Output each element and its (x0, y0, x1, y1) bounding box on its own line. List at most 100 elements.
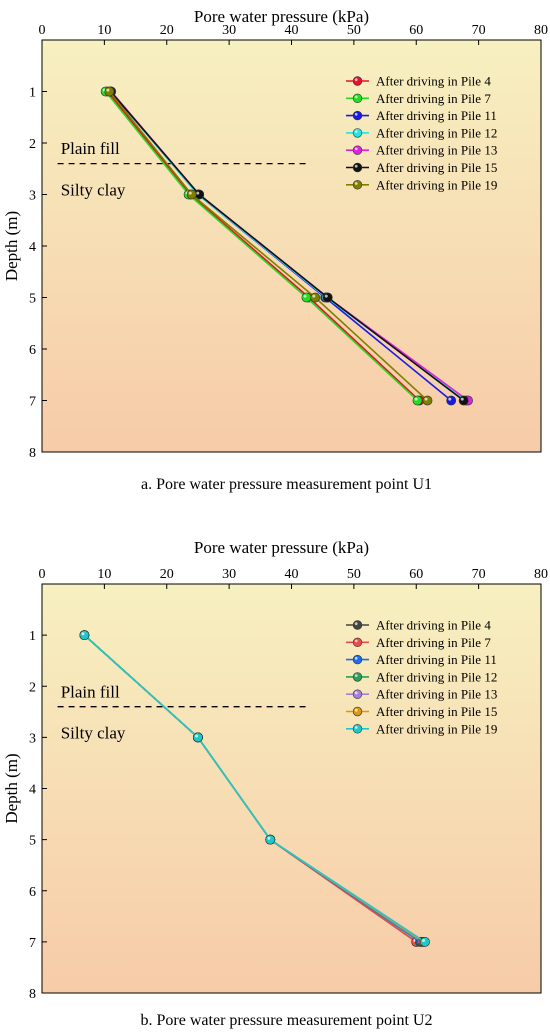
chart-a-legend-marker-highlight (354, 112, 358, 116)
chart-a: 0 10 20 30 40 50 60 70 80 1 2 3 4 5 6 7 8 Pore water pres… (2, 7, 548, 493)
chart-a-legend-marker-highlight (354, 95, 358, 99)
chart-a-y-tick-label: 5 (29, 292, 36, 307)
chart-a-y-tick-label: 2 (29, 137, 36, 152)
chart-b-y-tick-label: 2 (29, 680, 36, 695)
chart-a-data-point (310, 292, 321, 303)
chart-a-series-line (110, 90, 465, 402)
chart-a-series-6 (105, 86, 469, 406)
chart-a-caption: a. Pore water pressure measurement point… (141, 476, 432, 493)
chart-b-x-tick-label: 80 (534, 567, 548, 582)
chart-a-y-tick-label: 1 (29, 86, 36, 101)
chart-b-legend-marker-highlight (354, 726, 358, 729)
chart-a-x-tick-label: 20 (160, 23, 174, 38)
chart-b-legend-item: After driving in Pile 11 (346, 652, 497, 667)
chart-b-series-line (83, 634, 426, 943)
chart-a-legend-marker (352, 76, 363, 86)
chart-b-y-tick-label: 5 (29, 834, 36, 849)
chart-a-x-tick-label: 30 (222, 23, 236, 38)
chart-a-series-7 (104, 86, 433, 406)
chart-b-legend-label: After driving in Pile 12 (376, 669, 497, 684)
chart-a-x-tick-label: 40 (285, 23, 299, 38)
chart-b-x-tick-label: 10 (97, 567, 111, 582)
chart-a-data-point (186, 189, 197, 200)
chart-a-legend-marker-highlight (354, 164, 358, 168)
chart-b-legend-item: After driving in Pile 19 (346, 721, 497, 736)
chart-b-y-tick-label: 6 (29, 885, 36, 900)
chart-b-legend-label: After driving in Pile 13 (376, 687, 497, 702)
chart-a-legend-label: After driving in Pile 7 (376, 91, 491, 106)
chart-b-layer-label: Silty clay (61, 723, 126, 742)
chart-a-legend-marker (352, 128, 363, 138)
chart-a-legend-item: After driving in Pile 11 (346, 108, 497, 123)
chart-b-plot-area (41, 583, 542, 994)
chart-a-data-point-highlight (106, 88, 110, 92)
chart-a-data-point-highlight (448, 397, 452, 401)
chart-a-legend-item: After driving in Pile 13 (346, 143, 497, 158)
chart-a-y-tick-label: 6 (29, 343, 36, 358)
chart-b-legend-label: After driving in Pile 15 (376, 704, 497, 719)
chart-a-x-tick-label: 50 (347, 23, 361, 38)
chart-a-x-tick-label: 10 (97, 23, 111, 38)
chart-a-legend-label: After driving in Pile 4 (376, 74, 491, 89)
chart-b-x-tick-label: 30 (222, 567, 236, 582)
chart-a-legend-item: After driving in Pile 7 (346, 91, 491, 106)
chart-a-legend-label: After driving in Pile 13 (376, 143, 497, 158)
chart-a-y-tick-label: 8 (29, 446, 36, 461)
chart-a-y-axis-title: Depth (m) (2, 211, 21, 281)
chart-b-legend-label: After driving in Pile 19 (376, 721, 497, 736)
chart-a-series-line (108, 91, 429, 402)
chart-a-data-point-highlight (303, 294, 307, 298)
chart-b-legend-marker (352, 689, 363, 699)
chart-b-data-point (193, 732, 203, 743)
chart-a-legend-item: After driving in Pile 12 (346, 125, 497, 140)
chart-b-x-tick-label: 20 (160, 567, 174, 582)
chart-b-legend-marker-highlight (354, 708, 358, 712)
chart-a-data-point-highlight (188, 191, 192, 195)
chart-b-x-axis-title: Pore water pressure (kPa) (194, 538, 369, 557)
chart-a-legend-marker-highlight (354, 78, 358, 82)
chart-b-series-7 (79, 630, 430, 947)
chart-b: 0 10 20 30 40 50 60 70 80 1 2 3 4 5 6 7 8 Pore water pres… (2, 538, 548, 1029)
chart-a-layer-label: Plain fill (61, 139, 120, 158)
chart-a-data-point-highlight (414, 397, 418, 401)
chart-b-x-tick-label: 60 (409, 567, 423, 582)
chart-b-legend-marker (352, 672, 363, 682)
chart-a-y-tick-label: 3 (29, 189, 36, 204)
chart-b-legend-marker-highlight (354, 674, 358, 677)
chart-a-legend-label: After driving in Pile 11 (376, 108, 497, 123)
chart-a-y-tick-label: 7 (29, 395, 36, 410)
chart-b-legend-marker-highlight (354, 622, 358, 626)
chart-a-data-point (301, 292, 312, 303)
chart-a-layer-label: Silty clay (61, 180, 126, 199)
chart-a-data-point-highlight (312, 294, 316, 298)
chart-a-series-line (106, 90, 420, 402)
chart-b-legend-marker-highlight (354, 656, 358, 660)
chart-b-legend-marker (352, 637, 363, 647)
chart-a-data-point (446, 395, 457, 406)
chart-b-legend-label: After driving in Pile 4 (376, 618, 491, 633)
chart-b-legend-marker-highlight (354, 691, 358, 695)
chart-b-legend-marker (352, 654, 363, 665)
chart-a-legend-marker (352, 93, 363, 104)
chart-a-x-axis-title: Pore water pressure (kPa) (194, 7, 369, 26)
chart-a-data-point (422, 395, 433, 406)
chart-b-legend-label: After driving in Pile 7 (376, 635, 491, 650)
chart-b-layer-label: Plain fill (61, 682, 120, 701)
chart-a-legend-label: After driving in Pile 19 (376, 177, 497, 192)
chart-a-series-line (104, 90, 419, 402)
chart-b-legend-marker (352, 706, 363, 717)
chart-b-data-point (420, 936, 430, 947)
chart-a-legend-marker (352, 110, 363, 121)
chart-b-legend-item: After driving in Pile 4 (346, 618, 491, 633)
chart-a-data-point-highlight (324, 294, 328, 298)
chart-b-y-tick-label: 4 (29, 783, 36, 798)
chart-b-data-point-highlight (81, 632, 85, 636)
chart-a-legend-label: After driving in Pile 12 (376, 125, 497, 140)
chart-b-caption: b. Pore water pressure measurement point… (141, 1012, 433, 1029)
chart-b-x-tick-label: 70 (472, 567, 486, 582)
chart-a-data-point (412, 395, 423, 406)
chart-b-legend-item: After driving in Pile 7 (346, 635, 491, 650)
chart-a-y-tick-label: 4 (29, 240, 36, 255)
chart-b-data-point-highlight (267, 836, 271, 840)
chart-b-legend-marker (352, 724, 363, 734)
